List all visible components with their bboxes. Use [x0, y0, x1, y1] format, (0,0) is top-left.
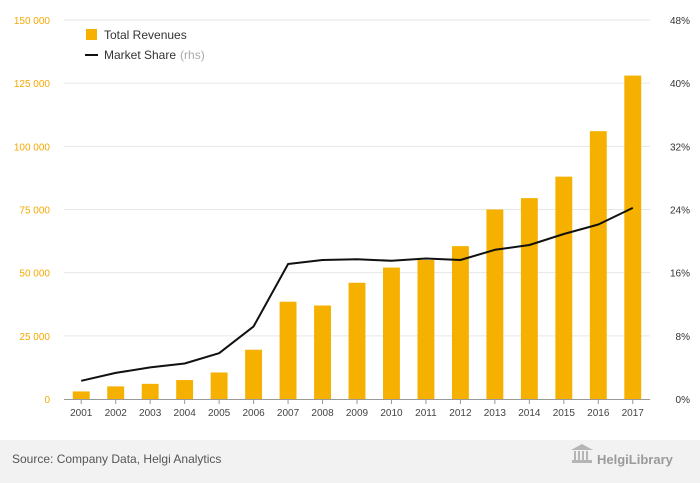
x-tick-label: 2004 — [174, 408, 197, 419]
y-left-tick-label: 75 000 — [19, 206, 50, 217]
y-right-tick-label: 8% — [676, 332, 691, 343]
brand-logo: HelgiLibrary — [571, 444, 674, 467]
x-tick-label: 2007 — [277, 408, 300, 419]
x-tick-label: 2011 — [415, 408, 437, 419]
bar-total-revenues — [383, 267, 400, 399]
y-left-tick-label: 150 000 — [14, 16, 51, 27]
x-tick-label: 2001 — [70, 408, 93, 419]
y-left-tick-label: 0 — [44, 395, 50, 406]
x-tick-label: 2015 — [553, 408, 576, 419]
bar-total-revenues — [451, 246, 469, 399]
right-axis: 0% 8% 16% 24% 32% 40% 48% — [670, 16, 690, 406]
bar-total-revenues — [555, 176, 573, 399]
x-tick-label: 2005 — [208, 408, 231, 419]
y-left-tick-label: 25 000 — [19, 332, 50, 343]
bar-total-revenues — [348, 282, 366, 399]
bar-total-revenues — [72, 391, 90, 399]
bar-total-revenues — [486, 209, 504, 399]
bar-total-revenues — [107, 386, 125, 399]
y-right-tick-label: 16% — [670, 269, 690, 280]
brand-text: HelgiLibrary — [597, 452, 674, 467]
legend: Total Revenues Market Share (rhs) — [85, 28, 205, 62]
bar-total-revenues — [245, 349, 263, 399]
grid-layer — [64, 19, 650, 337]
bar-total-revenues — [210, 372, 228, 399]
x-tick-label: 2006 — [242, 408, 265, 419]
y-right-tick-label: 32% — [670, 142, 690, 153]
library-building-icon — [571, 444, 593, 463]
bar-total-revenues — [176, 380, 194, 399]
x-tick-label: 2009 — [346, 408, 369, 419]
bar-total-revenues — [279, 301, 297, 399]
x-tick-label: 2016 — [587, 408, 610, 419]
x-tick-label: 2003 — [139, 408, 162, 419]
bar-total-revenues — [314, 305, 331, 399]
x-tick-label: 2008 — [311, 408, 334, 419]
legend-swatch-total-revenues — [86, 29, 97, 40]
x-tick-label: 2014 — [518, 408, 541, 419]
bar-total-revenues — [624, 75, 642, 399]
legend-label-market-share: Market Share (rhs) — [104, 48, 205, 62]
left-axis: 0 25 000 50 000 75 000 100 000 125 000 150 000 — [14, 16, 51, 406]
bar-total-revenues — [141, 383, 159, 399]
x-axis: 2001 2002 2003 2004 2005 2006 2007 2008 2009 2010… — [64, 399, 650, 419]
x-tick-label: 2012 — [449, 408, 472, 419]
x-tick-label: 2010 — [380, 408, 403, 419]
bar-total-revenues — [417, 260, 435, 399]
x-tick-label: 2017 — [622, 408, 645, 419]
bar-total-revenues — [520, 198, 538, 399]
y-right-tick-label: 24% — [670, 206, 690, 217]
x-tick-label: 2013 — [484, 408, 507, 419]
y-right-tick-label: 0% — [676, 395, 691, 406]
legend-market-share-suffix: (rhs) — [180, 48, 205, 62]
y-left-tick-label: 50 000 — [19, 269, 50, 280]
y-left-tick-label: 125 000 — [14, 79, 51, 90]
y-right-tick-label: 48% — [670, 16, 690, 27]
x-tick-label: 2002 — [105, 408, 128, 419]
source-text: Source: Company Data, Helgi Analytics — [12, 452, 221, 466]
footer: Source: Company Data, Helgi Analytics He… — [0, 440, 700, 483]
y-right-tick-label: 40% — [670, 79, 690, 90]
legend-market-share-name: Market Share — [104, 48, 176, 62]
y-left-tick-label: 100 000 — [14, 142, 51, 153]
bar-total-revenues — [589, 131, 607, 399]
legend-label-total-revenues: Total Revenues — [104, 28, 187, 42]
line-layer — [80, 206, 634, 382]
line-market-share — [80, 206, 634, 382]
